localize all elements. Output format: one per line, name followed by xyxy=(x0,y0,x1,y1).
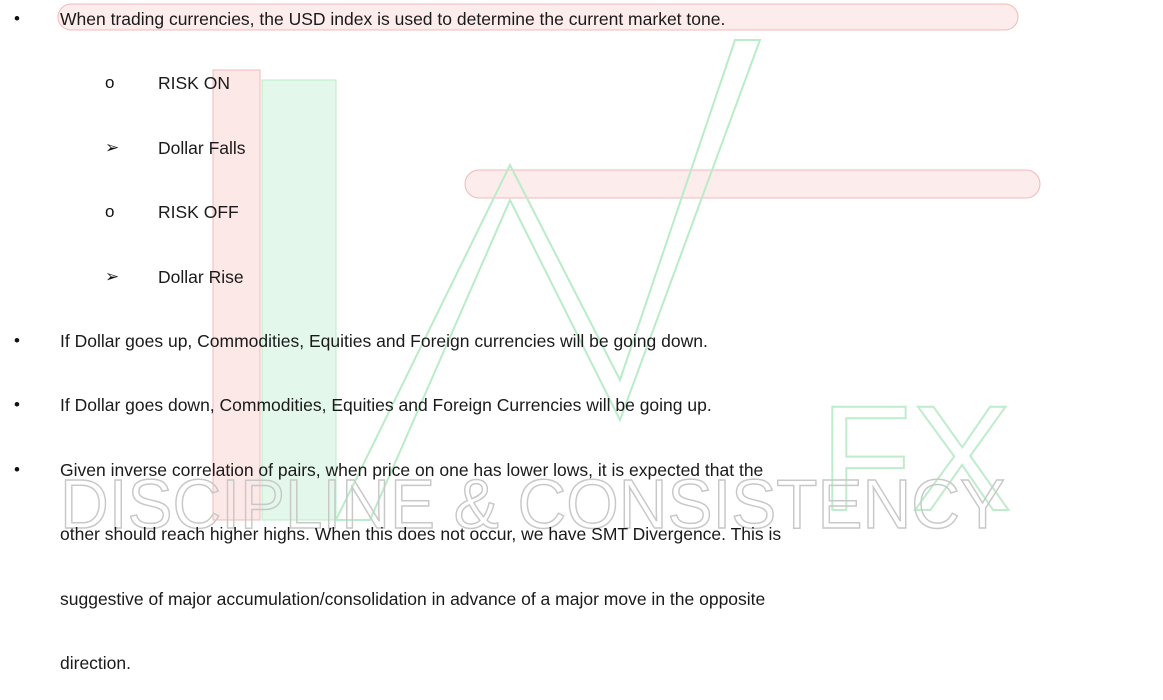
sub-text: Dollar Falls xyxy=(158,137,246,158)
bullet: • xyxy=(14,331,20,350)
sub-marker: o xyxy=(105,73,115,93)
sub-marker: ➢ xyxy=(105,266,120,286)
bullet-text: When trading currencies, the USD index i… xyxy=(60,9,726,29)
bullet-text: If Dollar goes up, Commodities, Equities… xyxy=(60,331,708,351)
bullet: • xyxy=(14,395,20,415)
watermark-slogan: DISCIPLINE & CONSISTENCY xyxy=(60,465,1005,543)
sub-text: Dollar Rise xyxy=(158,266,244,287)
bullet-text: If Dollar goes down, Commodities, Equiti… xyxy=(60,395,712,416)
bullet: • xyxy=(14,9,20,28)
watermark-bar xyxy=(212,69,261,521)
bullet-text-line: Given inverse correlation of pairs, when… xyxy=(60,459,764,480)
sub-marker: o xyxy=(105,202,115,222)
bullet-text-line: suggestive of major accumulation/consoli… xyxy=(60,588,766,609)
watermark-logo: FX xyxy=(820,374,1012,542)
sub-marker: ➢ xyxy=(105,137,120,157)
bullet-text-line: direction. xyxy=(60,653,132,673)
watermark-bar xyxy=(261,79,337,521)
bullet-text-line: other should reach higher highs. When th… xyxy=(60,524,782,545)
bullet: • xyxy=(14,459,20,479)
watermark-bar xyxy=(464,169,1041,199)
sub-text: RISK ON xyxy=(158,73,230,94)
watermark-v xyxy=(335,39,762,521)
sub-text: RISK OFF xyxy=(158,202,239,223)
watermark-bar xyxy=(57,3,1019,31)
